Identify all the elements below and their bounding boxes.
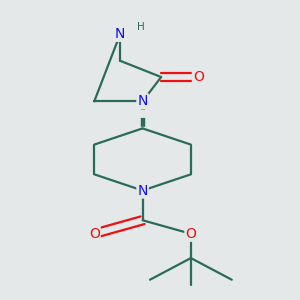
Text: N: N	[115, 27, 125, 41]
Text: N: N	[137, 184, 148, 197]
Text: O: O	[193, 70, 204, 84]
Text: N: N	[137, 94, 148, 108]
Text: O: O	[89, 227, 100, 241]
Text: O: O	[185, 227, 196, 241]
Text: H: H	[137, 22, 145, 32]
